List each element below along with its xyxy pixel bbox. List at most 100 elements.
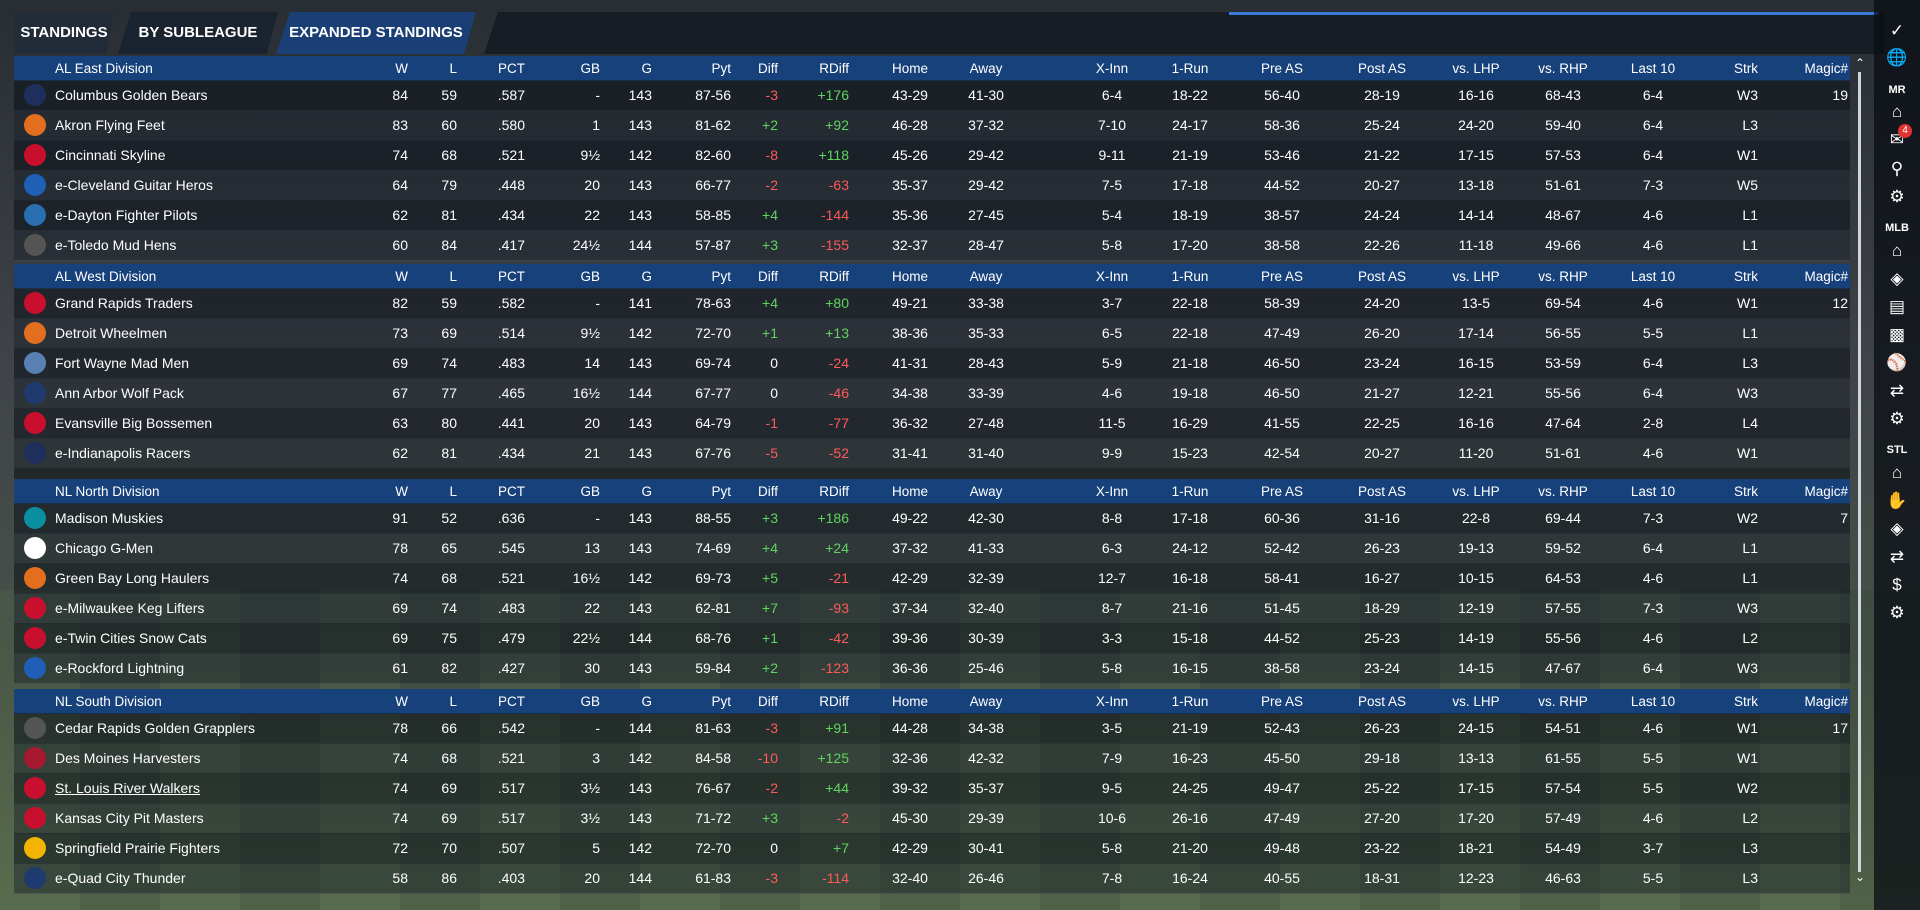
column-header-pct[interactable]: PCT [498, 483, 525, 499]
team-name[interactable]: Grand Rapids Traders [55, 295, 193, 311]
team-row[interactable]: Chicago G-Men 78 65 .545 13 143 74-69 +4 +24 37-3… [14, 533, 1850, 564]
column-header-pre-as[interactable]: Pre AS [1260, 60, 1304, 76]
column-header-g[interactable]: G [641, 483, 652, 499]
team-row[interactable]: Fort Wayne Mad Men 69 74 .483 14 143 69-74 0 -24… [14, 348, 1850, 379]
column-header-rdiff[interactable]: RDiff [819, 483, 849, 499]
column-header-away[interactable]: Away [969, 60, 1003, 76]
team-name[interactable]: e-Quad City Thunder [55, 870, 186, 886]
team-row[interactable]: Cedar Rapids Golden Grapplers 78 66 .542 - 14… [14, 713, 1850, 744]
column-header-pre-as[interactable]: Pre AS [1260, 483, 1304, 499]
team-row[interactable]: Ann Arbor Wolf Pack 67 77 .465 16½ 144 67-77 0 -… [14, 378, 1850, 409]
globe-icon[interactable]: 🌐 [1886, 48, 1908, 67]
column-header-pct[interactable]: PCT [498, 693, 525, 709]
team-row[interactable]: Madison Muskies 91 52 .636 - 143 88-55 +3 +186 49… [14, 503, 1850, 534]
column-header-rdiff[interactable]: RDiff [819, 693, 849, 709]
team-name[interactable]: e-Toledo Mud Hens [55, 237, 177, 253]
ball-icon[interactable]: ⚾ [1886, 353, 1908, 372]
column-header-diff[interactable]: Diff [757, 60, 778, 76]
column-header-post-as[interactable]: Post AS [1357, 483, 1407, 499]
team-name[interactable]: e-Twin Cities Snow Cats [55, 630, 207, 646]
transfer-icon[interactable]: ⇄ [1889, 547, 1905, 566]
team-name[interactable]: Columbus Golden Bears [55, 87, 208, 103]
gear-icon[interactable]: ⚙ [1889, 603, 1905, 622]
column-header-vs-rhp[interactable]: vs. RHP [1538, 268, 1588, 284]
gear-icon[interactable]: ⚙ [1889, 409, 1905, 428]
team-name[interactable]: Springfield Prairie Fighters [55, 840, 220, 856]
column-header-x-inn[interactable]: X-Inn [1095, 268, 1129, 284]
column-header-strk[interactable]: Strk [1733, 268, 1758, 284]
column-header-last-10[interactable]: Last 10 [1630, 693, 1676, 709]
home-icon[interactable]: ⌂ [1891, 102, 1903, 121]
column-header-g[interactable]: G [641, 60, 652, 76]
column-header-w[interactable]: W [395, 60, 408, 76]
column-header-post-as[interactable]: Post AS [1357, 60, 1407, 76]
team-row[interactable]: e-Indianapolis Racers 62 81 .434 21 143 67-76 -… [14, 438, 1850, 469]
column-header-1-run[interactable]: 1-Run [1171, 268, 1209, 284]
transfer-icon[interactable]: ⇄ [1889, 381, 1905, 400]
column-header-home[interactable]: Home [891, 268, 928, 284]
column-header-vs-lhp[interactable]: vs. LHP [1452, 693, 1500, 709]
column-header-vs-rhp[interactable]: vs. RHP [1538, 60, 1588, 76]
column-header-x-inn[interactable]: X-Inn [1095, 483, 1129, 499]
column-header-vs-rhp[interactable]: vs. RHP [1538, 693, 1588, 709]
home-icon[interactable]: ⌂ [1891, 241, 1903, 260]
column-header-rdiff[interactable]: RDiff [819, 268, 849, 284]
tab-by-subleague[interactable]: BY SUBLEAGUE [118, 12, 278, 54]
team-row[interactable]: Columbus Golden Bears 84 59 .587 - 143 87-56 -3… [14, 80, 1850, 111]
team-row[interactable]: e-Toledo Mud Hens 60 84 .417 24½ 144 57-87 +3 -1… [14, 230, 1850, 261]
column-header-pct[interactable]: PCT [498, 60, 525, 76]
team-name[interactable]: Chicago G-Men [55, 540, 154, 556]
team-row[interactable]: e-Twin Cities Snow Cats 69 75 .479 22½ 144 68-… [14, 623, 1850, 654]
team-name[interactable]: Evansville Big Bossemen [55, 415, 213, 431]
column-header-pct[interactable]: PCT [498, 268, 525, 284]
bullpen-icon[interactable]: ✋ [1886, 491, 1908, 510]
column-header-1-run[interactable]: 1-Run [1171, 693, 1209, 709]
column-header-g[interactable]: G [641, 268, 652, 284]
column-header-strk[interactable]: Strk [1733, 60, 1758, 76]
column-header-vs-lhp[interactable]: vs. LHP [1452, 60, 1500, 76]
news-icon[interactable]: ▤ [1888, 297, 1906, 316]
column-header-g[interactable]: G [641, 693, 652, 709]
column-header-home[interactable]: Home [891, 483, 928, 499]
team-row[interactable]: Grand Rapids Traders 82 59 .582 - 141 78-63 +4 +… [14, 288, 1850, 319]
column-header-away[interactable]: Away [969, 268, 1003, 284]
team-name[interactable]: e-Rockford Lightning [55, 660, 185, 676]
team-name[interactable]: Madison Muskies [55, 510, 164, 526]
table-scrollbar[interactable]: ⌃ ⌄ [1852, 56, 1868, 888]
column-header-gb[interactable]: GB [580, 268, 600, 284]
team-name[interactable]: Kansas City Pit Masters [55, 810, 204, 826]
team-row[interactable]: Akron Flying Feet 83 60 .580 1 143 81-62 +2 +92 4… [14, 110, 1850, 141]
check-icon[interactable]: ✓ [1889, 21, 1905, 40]
team-row[interactable]: e-Dayton Fighter Pilots 62 81 .434 22 143 58-8… [14, 200, 1850, 231]
column-header-pyt[interactable]: Pyt [711, 483, 731, 499]
column-header-post-as[interactable]: Post AS [1357, 693, 1407, 709]
column-header-diff[interactable]: Diff [757, 268, 778, 284]
column-header-l[interactable]: L [449, 693, 457, 709]
column-header-pyt[interactable]: Pyt [711, 268, 731, 284]
team-row[interactable]: Detroit Wheelmen 73 69 .514 9½ 142 72-70 +1 +13 3… [14, 318, 1850, 349]
gear-icon[interactable]: ⚙ [1889, 187, 1905, 206]
column-header-rdiff[interactable]: RDiff [819, 60, 849, 76]
chart-icon[interactable]: ▩ [1888, 325, 1906, 344]
column-header-magic-[interactable]: Magic# [1804, 483, 1848, 499]
team-row[interactable]: e-Rockford Lightning 61 82 .427 30 143 59-84 +2… [14, 653, 1850, 684]
column-header-vs-lhp[interactable]: vs. LHP [1452, 483, 1500, 499]
column-header-vs-rhp[interactable]: vs. RHP [1538, 483, 1588, 499]
team-name[interactable]: e-Dayton Fighter Pilots [55, 207, 198, 223]
column-header-1-run[interactable]: 1-Run [1171, 60, 1209, 76]
column-header-last-10[interactable]: Last 10 [1630, 60, 1676, 76]
team-name[interactable]: St. Louis River Walkers [55, 780, 200, 796]
team-name[interactable]: Green Bay Long Haulers [55, 570, 210, 586]
team-name[interactable]: Ann Arbor Wolf Pack [55, 385, 184, 401]
team-name[interactable]: Fort Wayne Mad Men [55, 355, 190, 371]
team-name[interactable]: Akron Flying Feet [55, 117, 165, 133]
column-header-post-as[interactable]: Post AS [1357, 268, 1407, 284]
search-icon[interactable]: ⚲ [1890, 159, 1904, 178]
team-row[interactable]: Des Moines Harvesters 74 68 .521 3 142 84-58 -1… [14, 743, 1850, 774]
column-header-magic-[interactable]: Magic# [1804, 693, 1848, 709]
tab-expanded-standings[interactable]: EXPANDED STANDINGS [276, 12, 476, 54]
column-header-diff[interactable]: Diff [757, 693, 778, 709]
team-name[interactable]: Cedar Rapids Golden Grapplers [55, 720, 255, 736]
column-header-strk[interactable]: Strk [1733, 693, 1758, 709]
column-header-vs-lhp[interactable]: vs. LHP [1452, 268, 1500, 284]
